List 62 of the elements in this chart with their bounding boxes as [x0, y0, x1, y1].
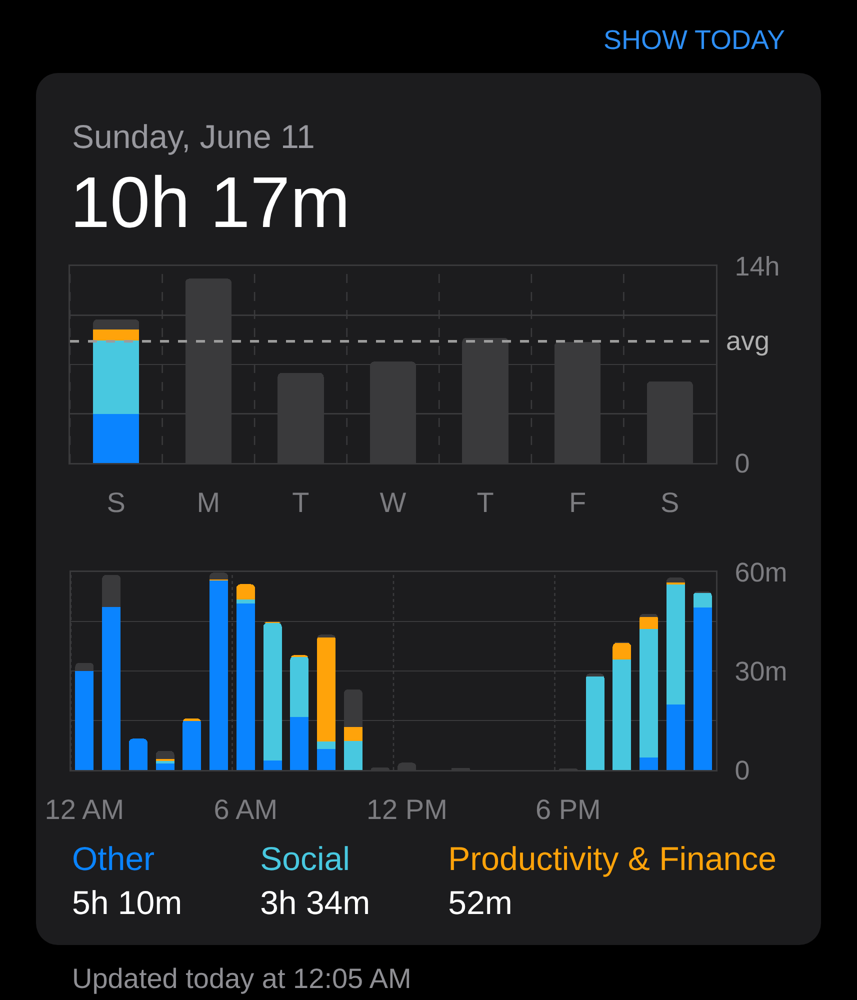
bar	[263, 622, 282, 760]
bar	[236, 599, 255, 604]
bar	[290, 657, 309, 718]
y-tick-label: 0	[734, 448, 750, 478]
bar	[612, 659, 632, 770]
y-tick-label: 14h	[734, 251, 780, 282]
x-tick-label: S	[106, 486, 126, 518]
x-tick-label: T	[292, 486, 310, 518]
text: Productivity & Finance	[448, 840, 776, 877]
text: SHOW TODAY	[603, 25, 785, 55]
bar	[182, 721, 202, 770]
bar	[640, 757, 658, 770]
bar	[156, 763, 174, 770]
bar	[612, 642, 632, 660]
text: 5h 10m	[72, 884, 182, 921]
x-tick-label: 6 AM	[214, 794, 278, 825]
bar	[102, 574, 121, 607]
x-tick-label: M	[196, 486, 220, 518]
text: Updated today at 12:05 AM	[72, 963, 412, 994]
bar	[666, 704, 685, 770]
chart-subtitle: Sunday, June 11	[72, 118, 315, 155]
text: 52m	[448, 884, 512, 921]
bar	[128, 738, 148, 770]
bar	[75, 671, 94, 770]
y-tick-label: 0	[734, 755, 750, 786]
bar	[290, 717, 309, 770]
y-tick-label: 30m	[734, 656, 788, 686]
bar	[693, 592, 712, 608]
y-tick-label: 60m	[734, 557, 788, 588]
bar	[640, 629, 658, 758]
bar	[156, 750, 174, 760]
x-tick-label: 12 AM	[44, 794, 124, 825]
text: Other	[72, 840, 155, 877]
bar	[156, 760, 174, 764]
bar	[666, 584, 685, 704]
ref-line-label: avg	[726, 326, 770, 356]
bar	[210, 580, 228, 770]
x-tick-label: T	[476, 486, 494, 518]
bar	[93, 340, 140, 414]
bar	[93, 319, 140, 330]
x-tick-label: 6 PM	[536, 794, 601, 825]
bar	[317, 638, 336, 742]
bar	[93, 414, 140, 463]
x-tick-label: W	[380, 486, 407, 518]
bar	[317, 742, 336, 750]
bar	[344, 740, 362, 770]
bar	[640, 616, 658, 630]
chart-title: 10h 17m	[70, 163, 350, 243]
bar	[93, 329, 140, 341]
bar	[344, 727, 362, 741]
text: 3h 34m	[260, 884, 370, 921]
bar	[236, 604, 255, 770]
text: Social	[260, 840, 350, 877]
x-tick-label: F	[569, 486, 586, 518]
bar	[317, 749, 336, 770]
bar	[693, 608, 712, 770]
bar	[102, 606, 121, 770]
x-tick-label: S	[660, 486, 680, 518]
bar	[263, 760, 282, 770]
bar	[586, 676, 604, 770]
x-tick-label: 12 PM	[366, 794, 448, 825]
bar	[236, 584, 255, 600]
